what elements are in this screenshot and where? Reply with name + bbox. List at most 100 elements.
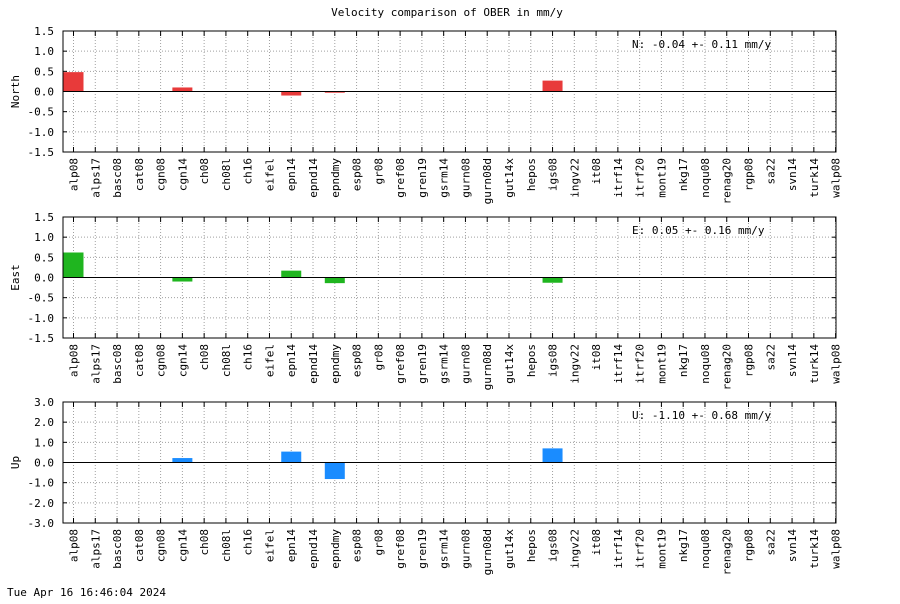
x-tick-label: epnd14 <box>307 529 320 569</box>
x-tick-label: noqu08 <box>699 529 712 569</box>
x-tick-label: basc08 <box>111 158 124 198</box>
x-tick-label: esp08 <box>351 344 364 377</box>
bar-epndmy <box>324 277 345 284</box>
x-tick-label: sa22 <box>764 158 777 185</box>
x-tick-label: nkg17 <box>677 344 690 377</box>
x-tick-label: ch08 <box>198 158 211 185</box>
bar-cgn14 <box>172 87 193 92</box>
x-tick-label: ingv22 <box>568 344 581 384</box>
x-tick-label: ch08l <box>220 529 233 562</box>
x-tick-label: itrf20 <box>634 158 647 198</box>
bar-epn14 <box>281 270 302 278</box>
bar-igs08 <box>542 80 563 92</box>
x-tick-label: alps17 <box>89 344 102 384</box>
panels: 1.5 1.0 0.5 0.0 -0.5 -1.0 -1.5 alp08 alps17 basc0… <box>9 25 843 575</box>
x-tick-label: rgp08 <box>743 529 756 562</box>
x-tick-label: epn14 <box>285 158 298 191</box>
x-tick-label: epn14 <box>285 529 298 562</box>
x-tick-label: itrf20 <box>634 344 647 384</box>
x-tick-label: cgn14 <box>176 344 189 377</box>
x-tick-label: mont19 <box>655 529 668 569</box>
x-tick-label: itrf20 <box>634 529 647 569</box>
x-tick-label: gr08 <box>372 529 385 556</box>
x-tick-label: gut14x <box>503 158 516 198</box>
x-tick-label: noqu08 <box>699 344 712 384</box>
bar-cgn14 <box>172 458 193 463</box>
x-tick-label: cgn08 <box>155 344 168 377</box>
x-tick-label: igs08 <box>547 529 560 562</box>
x-tick-label: walp08 <box>830 158 843 198</box>
x-tick-label: ch08 <box>198 344 211 371</box>
x-tick-label: gr08 <box>372 344 385 371</box>
x-tick-label: gurn08 <box>459 158 472 198</box>
y-tick-label: 1.5 <box>34 211 54 224</box>
x-tick-label: gurn08d <box>481 158 494 204</box>
x-tick-label: mont19 <box>655 158 668 198</box>
velocity-annotation: U: -1.10 +- 0.68 mm/y <box>632 409 771 422</box>
y-tick-label: 1.5 <box>34 25 54 38</box>
x-tick-label: epnd14 <box>307 344 320 384</box>
x-tick-label: gr08 <box>372 158 385 185</box>
timestamp: Tue Apr 16 16:46:04 2024 <box>7 586 166 599</box>
y-tick-label: 1.0 <box>34 231 54 244</box>
y-tick-label: -0.5 <box>28 106 55 119</box>
y-tick-label: 1.0 <box>34 436 54 449</box>
x-tick-label: cgn14 <box>176 158 189 191</box>
x-tick-label: gut14x <box>503 344 516 384</box>
x-tick-label: itrf14 <box>612 529 625 569</box>
x-tick-label: gurn08 <box>459 344 472 384</box>
x-tick-label: alp08 <box>68 158 81 191</box>
x-tick-label: cgn08 <box>155 529 168 562</box>
x-tick-label: gurn08d <box>481 344 494 390</box>
x-tick-label: gurn08d <box>481 529 494 575</box>
x-tick-label: hepos <box>525 344 538 377</box>
x-tick-label: cat08 <box>133 344 146 377</box>
x-tick-label: alp08 <box>68 529 81 562</box>
x-tick-label: igs08 <box>547 158 560 191</box>
y-tick-label: 0.5 <box>34 251 54 264</box>
x-tick-label: rgp08 <box>743 158 756 191</box>
x-tick-label: hepos <box>525 158 538 191</box>
x-tick-label: cgn08 <box>155 158 168 191</box>
x-tick-label: it08 <box>590 529 603 556</box>
x-tick-label: cat08 <box>133 158 146 191</box>
x-tick-label: renag20 <box>721 529 734 575</box>
x-tick-label: itrf14 <box>612 158 625 198</box>
y-axis-label: East <box>9 264 22 291</box>
x-tick-label: it08 <box>590 158 603 185</box>
x-tick-label: esp08 <box>351 158 364 191</box>
bar-epndmy <box>324 462 345 480</box>
bar-alp08 <box>63 252 84 278</box>
x-tick-label: epndmy <box>329 344 342 384</box>
x-tick-label: rgp08 <box>743 344 756 377</box>
x-tick-label: igs08 <box>547 344 560 377</box>
y-tick-label: 0.5 <box>34 65 54 78</box>
x-tick-label: renag20 <box>721 344 734 390</box>
x-tick-label: gren19 <box>416 529 429 569</box>
x-tick-label: alps17 <box>89 529 102 569</box>
x-tick-label: cat08 <box>133 529 146 562</box>
x-tick-label: ingv22 <box>568 529 581 569</box>
bar-igs08 <box>542 277 563 283</box>
x-tick-label: it08 <box>590 344 603 371</box>
x-tick-label: eifel <box>263 158 276 191</box>
x-tick-label: gut14x <box>503 529 516 569</box>
x-tick-label: epnd14 <box>307 158 320 198</box>
y-tick-label: -0.5 <box>28 292 55 305</box>
x-tick-label: epn14 <box>285 344 298 377</box>
x-tick-label: gref08 <box>394 529 407 569</box>
x-tick-label: turk14 <box>808 158 821 198</box>
plot-frame <box>62 30 837 153</box>
panel-north: 1.5 1.0 0.5 0.0 -0.5 -1.0 -1.5 alp08 alps17 basc0… <box>9 25 843 204</box>
y-tick-label: -2.0 <box>28 497 55 510</box>
x-tick-label: gren19 <box>416 344 429 384</box>
x-tick-label: gurn08 <box>459 529 472 569</box>
x-tick-label: nkg17 <box>677 529 690 562</box>
y-tick-label: -1.5 <box>28 332 55 345</box>
x-tick-label: ch08 <box>198 529 211 556</box>
x-tick-label: eifel <box>263 529 276 562</box>
y-tick-label: 0.0 <box>34 86 54 99</box>
x-tick-label: svn14 <box>786 344 799 377</box>
